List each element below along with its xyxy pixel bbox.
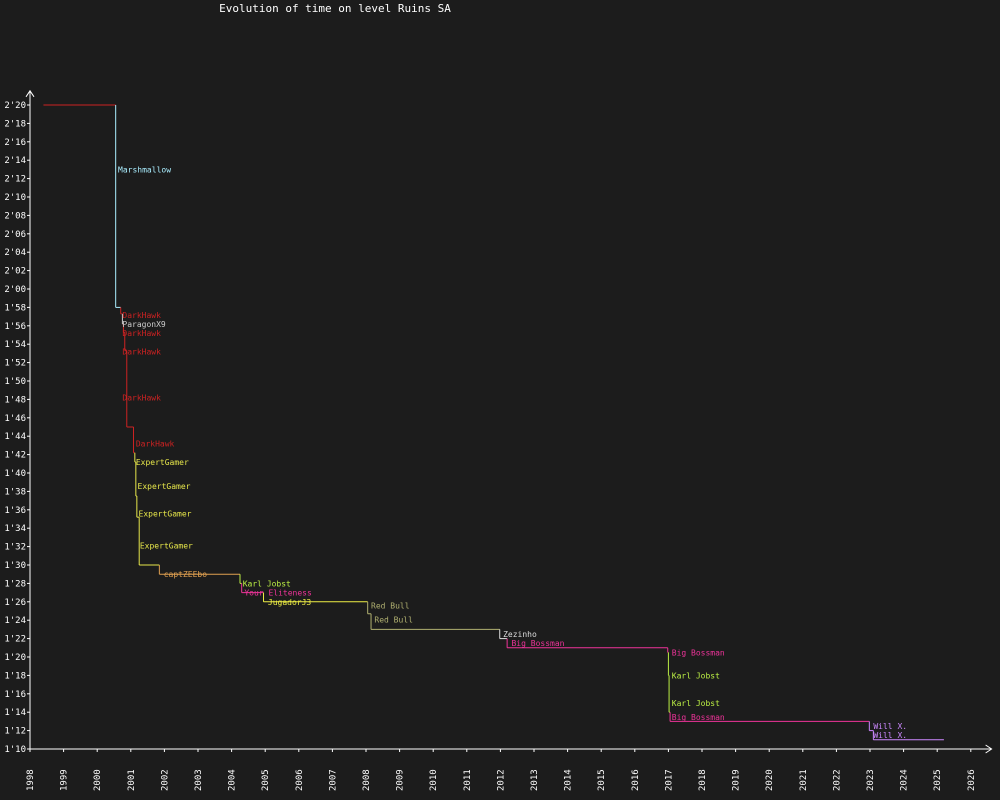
- record-holder-label: Will X.: [873, 731, 907, 740]
- y-tick-label: 1'30: [4, 561, 26, 571]
- y-tick-label: 1'46: [4, 414, 26, 424]
- x-tick-label: 2020: [765, 769, 775, 791]
- record-series: [43, 104, 944, 741]
- x-tick-label: 2022: [832, 769, 842, 791]
- record-holder-label: ExpertGamer: [140, 542, 193, 551]
- y-tick-label: 1'36: [4, 506, 26, 516]
- x-tick-label: 2014: [564, 769, 574, 791]
- record-holder-label: Karl Jobst: [672, 699, 720, 708]
- x-tick-label: 2009: [396, 769, 406, 791]
- record-holder-label: DarkHawk: [122, 348, 161, 357]
- y-tick-label: 1'56: [4, 322, 26, 332]
- record-holder-label: Big Bossman: [511, 639, 564, 648]
- y-tick-label: 1'34: [4, 524, 26, 534]
- y-tick-label: 2'06: [4, 230, 26, 240]
- y-tick-label: 2'00: [4, 285, 26, 295]
- record-holder-label: Big Bossman: [672, 713, 725, 722]
- x-tick-label: 1998: [26, 769, 36, 791]
- y-tick-label: 1'18: [4, 671, 26, 681]
- x-tick-label: 2018: [698, 769, 708, 791]
- x-tick-label: 2025: [933, 769, 943, 791]
- chart-title: Evolution of time on level Ruins SA: [219, 2, 451, 15]
- x-tick-label: 2006: [295, 769, 305, 791]
- x-tick-label: 2004: [228, 769, 238, 791]
- y-tick-label: 1'50: [4, 377, 26, 387]
- y-tick-label: 2'12: [4, 175, 26, 185]
- y-axis-arrow: [25, 89, 35, 98]
- y-tick-label: 1'12: [4, 727, 26, 737]
- x-tick-label: 2015: [597, 769, 607, 791]
- x-tick-label: 2008: [362, 769, 372, 791]
- y-tick-label: 1'52: [4, 359, 26, 369]
- x-axis-arrow: [985, 744, 993, 754]
- record-holder-label: ExpertGamer: [136, 458, 189, 467]
- x-tick-label: 2013: [530, 769, 540, 791]
- record-holder-label: ParagonX9: [122, 320, 166, 329]
- record-holder-label: Marshmallow: [118, 165, 171, 174]
- y-tick-label: 1'40: [4, 469, 26, 479]
- y-tick-label: 1'42: [4, 451, 26, 461]
- x-tick-label: 2026: [967, 769, 977, 791]
- record-holder-label: captZEEbo: [164, 570, 208, 579]
- y-tick-label: 2'02: [4, 267, 26, 277]
- y-tick-label: 1'54: [4, 340, 26, 350]
- record-holder-label: Your Eliteness: [244, 589, 312, 598]
- x-tick-label: 2000: [93, 769, 103, 791]
- record-holder-label: ExpertGamer: [139, 509, 192, 518]
- record-holder-label: ExpertGamer: [138, 482, 191, 491]
- y-tick-label: 1'32: [4, 543, 26, 553]
- x-tick-label: 2024: [900, 769, 910, 791]
- x-tick-label: 2023: [866, 769, 876, 791]
- record-holder-label: DarkHawk: [122, 311, 161, 320]
- y-tick-label: 2'14: [4, 156, 26, 166]
- y-tick-label: 1'24: [4, 616, 26, 626]
- y-tick-label: 1'10: [4, 745, 26, 755]
- x-tick-label: 2005: [261, 769, 271, 791]
- y-tick-label: 1'20: [4, 653, 26, 663]
- x-tick-label: 2019: [732, 769, 742, 791]
- record-labels: MarshmallowDarkHawkParagonX9DarkHawkDark…: [118, 165, 907, 740]
- x-tick-label: 2012: [496, 769, 506, 791]
- y-tick-label: 2'10: [4, 193, 26, 203]
- y-tick-label: 2'18: [4, 119, 26, 129]
- y-tick-label: 1'44: [4, 432, 26, 442]
- y-tick-label: 2'16: [4, 138, 26, 148]
- record-holder-label: Red Bull: [371, 601, 410, 610]
- x-tick-label: 2002: [160, 769, 170, 791]
- y-tick-label: 2'04: [4, 248, 26, 258]
- record-holder-label: DarkHawk: [122, 329, 161, 338]
- x-tick-label: 2017: [664, 769, 674, 791]
- x-tick-label: 2001: [127, 769, 137, 791]
- x-tick-label: 1999: [60, 769, 70, 791]
- x-tick-label: 2010: [429, 769, 439, 791]
- y-tick-label: 1'48: [4, 395, 26, 405]
- y-tick-label: 1'38: [4, 487, 26, 497]
- record-holder-label: Big Bossman: [672, 648, 725, 657]
- x-tick-label: 2003: [194, 769, 204, 791]
- record-holder-label: Will X.: [873, 722, 907, 731]
- y-tick-label: 1'22: [4, 635, 26, 645]
- record-holder-label: DarkHawk: [136, 440, 175, 449]
- x-tick-label: 2007: [328, 769, 338, 791]
- record-holder-label: JugadorJ3: [268, 598, 312, 607]
- axes: 1'10 1'12 1'14 1'16 1'18 1'20 1'22 1'24 1'26 1'28…: [4, 89, 993, 791]
- y-tick-label: 2'20: [4, 101, 26, 111]
- x-tick-label: 2021: [799, 769, 809, 791]
- y-tick-label: 1'28: [4, 579, 26, 589]
- y-tick-label: 1'16: [4, 690, 26, 700]
- record-holder-label: Red Bull: [374, 615, 413, 624]
- record-holder-label: Zezinho: [503, 630, 537, 639]
- y-tick-label: 1'26: [4, 598, 26, 608]
- record-holder-label: Karl Jobst: [243, 579, 291, 588]
- y-tick-label: 1'58: [4, 303, 26, 313]
- x-tick-label: 2016: [631, 769, 641, 791]
- record-holder-label: DarkHawk: [122, 394, 161, 403]
- x-tick-label: 2011: [463, 769, 473, 791]
- record-holder-label: Karl Jobst: [672, 671, 720, 680]
- y-tick-label: 2'08: [4, 211, 26, 221]
- y-tick-label: 1'14: [4, 708, 26, 718]
